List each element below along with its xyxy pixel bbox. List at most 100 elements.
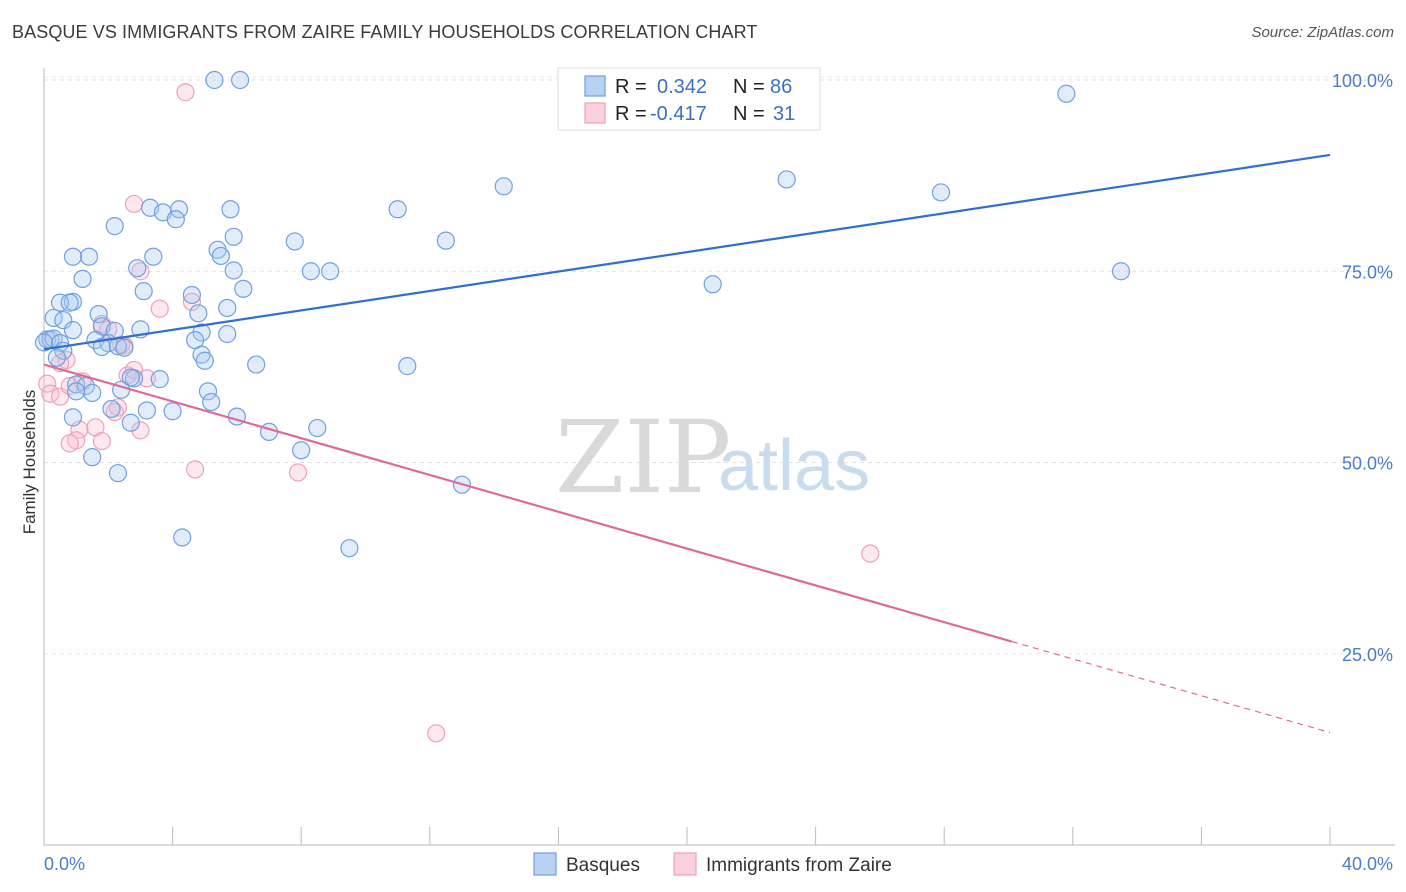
basques-point-17 [436, 231, 455, 250]
basques-point-12 [105, 217, 124, 236]
basques-point-77 [308, 418, 327, 438]
legend-swatch-basques [584, 75, 606, 97]
basques-point-9 [221, 200, 240, 219]
basques-point-2 [1057, 84, 1076, 103]
basques-point-3 [494, 177, 513, 196]
basques-point-41 [63, 321, 83, 340]
basques-point-1 [231, 70, 250, 90]
basques-point-20 [144, 247, 163, 266]
y-tick-label-3: 100.0% [1332, 71, 1393, 91]
basques-point-72 [137, 401, 156, 420]
x-tick-label-0: 0.0% [44, 854, 85, 874]
zaire-point-22 [60, 434, 79, 453]
watermark-zip: ZIP [555, 399, 731, 516]
legend-n-label-zaire: N = [733, 103, 765, 125]
zaire-trend-line [43, 363, 1013, 643]
basques-point-35 [189, 304, 208, 323]
bottom-legend-swatch-zaire [673, 852, 697, 876]
x-tick-label-1: 40.0% [1342, 854, 1393, 874]
zaire-point-2 [131, 262, 150, 281]
zaire-point-30 [427, 724, 446, 743]
basques-point-63 [150, 370, 169, 389]
basques-point-53 [92, 337, 111, 357]
basques-point-55 [115, 338, 134, 357]
legend-n-value-basques: 86 [770, 76, 792, 98]
series-basques-points [34, 70, 1131, 558]
zaire-point-28 [288, 463, 308, 482]
y-tick-label-1: 50.0% [1342, 454, 1393, 474]
zaire-point-29 [861, 544, 880, 563]
basques-point-67 [198, 382, 218, 401]
basques-point-68 [83, 383, 102, 402]
basques-point-6 [388, 200, 407, 219]
basques-point-73 [163, 402, 182, 421]
y-axis-label: Family Households [20, 390, 39, 535]
legend-n-label-basques: N = [733, 76, 765, 98]
trend-lines [43, 153, 1331, 734]
basques-point-29 [134, 282, 153, 301]
source-label: Source: ZipAtlas.com [1251, 24, 1394, 41]
basques-point-74 [121, 413, 140, 432]
basques-point-84 [63, 408, 83, 427]
zaire-point-26 [105, 402, 124, 422]
bottom-legend-basques: Basques [566, 855, 640, 876]
basques-point-27 [703, 275, 722, 294]
zaire-point-0 [176, 83, 195, 102]
zaire-point-1 [124, 194, 144, 214]
chart-title: BASQUE VS IMMIGRANTS FROM ZAIRE FAMILY H… [12, 22, 758, 42]
basques-point-78 [292, 441, 311, 460]
zaire-point-4 [150, 299, 169, 318]
zaire-point-27 [186, 460, 205, 479]
legend-swatch-zaire [584, 102, 606, 124]
basques-point-5 [931, 183, 951, 202]
legend-r-label-basques: R = [615, 76, 647, 98]
basques-point-32 [50, 293, 70, 312]
basques-point-22 [224, 261, 243, 280]
basques-point-64 [121, 368, 140, 387]
zaire-point-24 [131, 421, 150, 440]
bottom-legend-swatch-basques [533, 852, 557, 876]
basques-point-13 [79, 247, 99, 266]
basques-point-25 [1111, 262, 1131, 281]
basques-point-4 [777, 170, 796, 189]
basques-point-38 [54, 311, 73, 330]
basques-point-30 [182, 285, 201, 305]
basques-point-19 [211, 246, 230, 266]
basques-point-81 [108, 464, 128, 483]
basques-point-69 [67, 382, 86, 401]
legend-r-label-zaire: R = [615, 103, 647, 125]
basques-point-26 [73, 269, 92, 288]
basques-point-44 [218, 324, 237, 344]
basques-point-61 [398, 357, 417, 376]
y-tick-label-0: 25.0% [1342, 645, 1393, 665]
basques-point-34 [218, 298, 237, 318]
basques-point-14 [63, 247, 83, 266]
basques-point-28 [234, 279, 253, 298]
zaire-point-3 [182, 292, 201, 311]
basques-point-33 [60, 293, 79, 312]
zaire-trend-line-extension [1011, 640, 1331, 734]
zaire-point-11 [38, 374, 57, 393]
legend-r-value-zaire: -0.417 [650, 103, 707, 125]
basques-point-75 [102, 399, 121, 419]
zaire-point-23 [92, 431, 111, 451]
basques-point-24 [321, 262, 340, 281]
axes [43, 68, 1395, 846]
basques-point-0 [205, 70, 224, 90]
bottom-legend-zaire: Immigrants from Zaire [706, 855, 892, 876]
basques-point-58 [47, 348, 66, 367]
tick-labels: 25.0% 50.0% 75.0% 100.0% 0.0% 40.0% [44, 71, 1393, 874]
basques-point-21 [128, 259, 147, 278]
watermark-atlas: atlas [718, 426, 870, 506]
zaire-point-25 [137, 369, 156, 388]
gridlines [44, 76, 1395, 655]
basques-point-60 [247, 355, 266, 374]
basques-point-23 [301, 262, 320, 281]
y-tick-label-2: 75.0% [1342, 262, 1393, 282]
legend-r-value-basques: 0.342 [657, 76, 707, 98]
basques-point-11 [166, 210, 185, 229]
basques-point-15 [224, 227, 243, 246]
basques-point-16 [285, 232, 304, 251]
basques-point-49 [34, 333, 54, 352]
